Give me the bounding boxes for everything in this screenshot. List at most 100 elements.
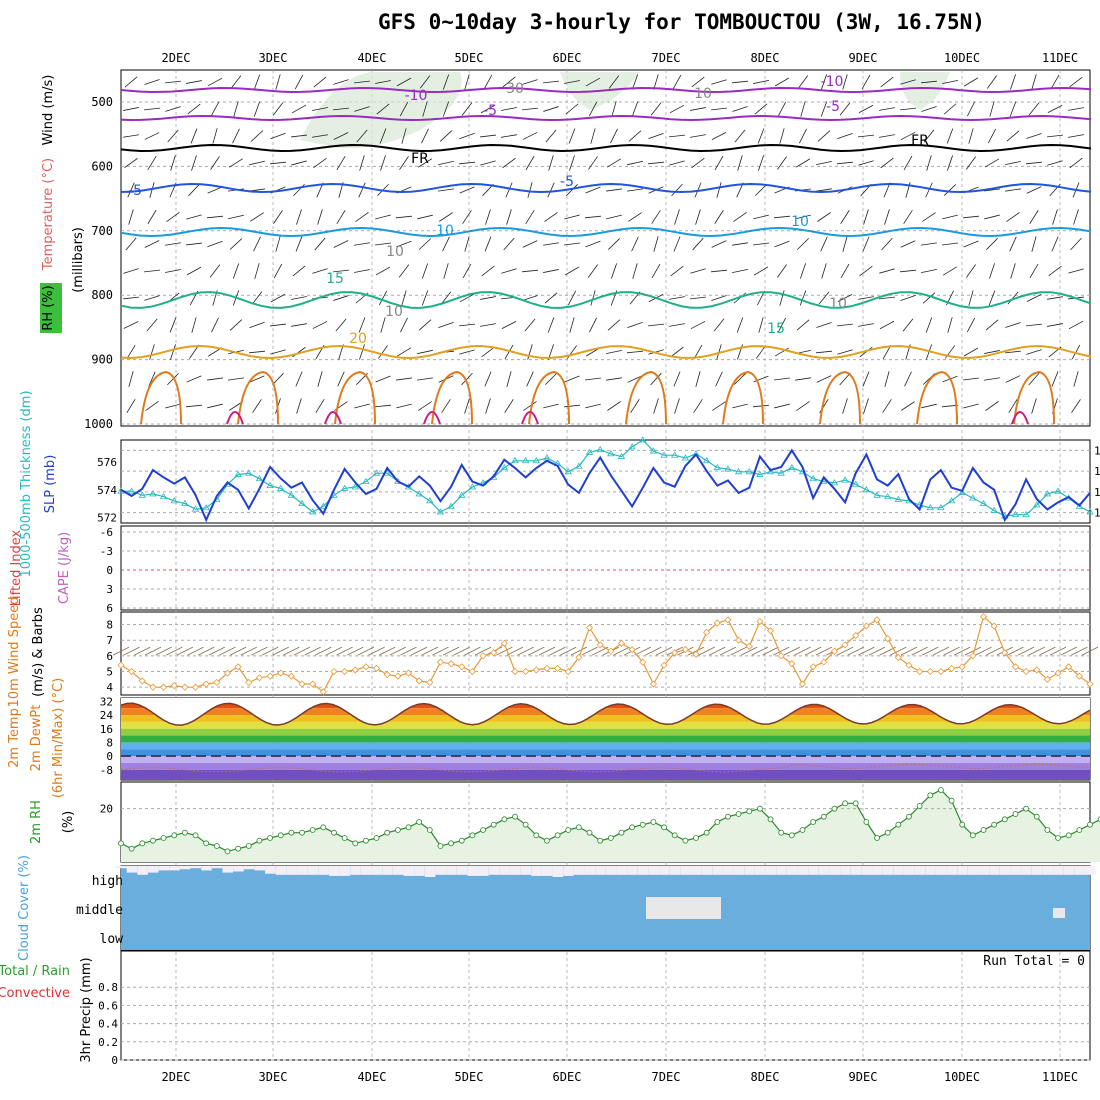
wind-barb: [253, 74, 261, 90]
rh-marker: [959, 821, 966, 828]
wind-barb: [291, 160, 307, 166]
cloud-high-gap: [371, 866, 383, 875]
thickness-marker: [266, 481, 274, 489]
wind-barb: [797, 238, 809, 250]
wind-speed-marker: [681, 646, 689, 654]
rh-marker: [341, 835, 348, 841]
wind-barb: [126, 398, 136, 414]
wind-barb: [569, 155, 575, 171]
contour-label: -5: [560, 174, 574, 190]
surface-wind-barb: [560, 646, 577, 656]
surface-wind-barb: [293, 646, 311, 656]
thickness-marker: [127, 487, 136, 494]
wind-barb: [522, 132, 538, 140]
surface-wind-barb: [410, 646, 428, 656]
thickness-marker: [1033, 501, 1041, 508]
wind-barb: [921, 268, 937, 274]
surface-wind-barb: [442, 646, 460, 656]
cloud-high-gap: [627, 866, 638, 875]
cloud-high-gap: [435, 866, 447, 875]
contour-label: 10: [791, 214, 809, 230]
thickness-marker: [607, 450, 615, 457]
wind-barb: [272, 372, 284, 386]
wind-barb: [880, 157, 894, 169]
thickness-tick: 574: [97, 484, 117, 497]
rh-area: [121, 790, 1100, 862]
wind-barb: [418, 158, 432, 168]
wind-barb: [695, 209, 701, 225]
wind-barb: [543, 242, 559, 246]
rh-marker: [682, 837, 689, 844]
wind-barb: [396, 377, 412, 381]
wind-speed-marker: [426, 678, 434, 687]
wind-barb: [1005, 161, 1021, 165]
wind-barb: [564, 404, 580, 408]
wind-barb: [628, 212, 642, 222]
wind-barb: [417, 377, 433, 381]
wind-barb: [1026, 133, 1042, 139]
wind-barb: [800, 101, 806, 117]
wind-barb: [228, 214, 244, 220]
contour-freezing: [120, 143, 1092, 153]
wind-barb: [965, 156, 977, 170]
cloud-level-label: middle: [76, 903, 123, 918]
rh-marker: [927, 792, 934, 799]
top-day-label: 5DEC: [455, 51, 484, 65]
wind-barb: [212, 128, 218, 144]
slp-axis-label: SLP (mb): [43, 455, 58, 514]
wind-barb: [585, 215, 601, 219]
wind-barb: [631, 74, 639, 90]
wind-barb: [421, 128, 429, 144]
rh-marker: [1001, 816, 1008, 823]
cloud-high-gap: [382, 866, 393, 875]
wind-barb: [753, 214, 769, 220]
wind-barb: [522, 269, 538, 273]
wind-barb: [252, 399, 262, 413]
rh-marker: [160, 835, 167, 841]
chart-title: GFS 0~10day 3-hourly for TOMBOUCTOU (3W,…: [378, 10, 985, 34]
wind-barb: [440, 291, 452, 305]
wind-barb: [459, 132, 475, 140]
wind-barb: [606, 158, 622, 168]
wind-barb: [817, 130, 831, 142]
surface-wind-barb: [368, 646, 385, 656]
cloud-high-gap: [818, 866, 830, 875]
cloud-high-gap: [318, 866, 329, 875]
wind-barb: [1047, 134, 1063, 138]
thickness-marker: [1022, 510, 1030, 518]
precip-convective-label: Convective: [0, 986, 70, 1001]
thickness-marker: [436, 508, 445, 515]
thickness-tick: 576: [97, 456, 117, 469]
wind-barb: [506, 371, 512, 387]
wind-barb: [690, 320, 706, 330]
rh-marker: [128, 845, 135, 852]
wind-barb: [753, 80, 769, 84]
cloud-high-gap: [116, 866, 127, 869]
rh-axis-label: RH (%): [41, 285, 56, 330]
wind-barb: [585, 186, 601, 194]
contour-label: 15: [767, 321, 785, 337]
wind-barb: [333, 132, 349, 140]
wind-barb: [989, 263, 995, 279]
cloud-axis-label: Cloud Cover (%): [17, 855, 32, 961]
wind-barb: [232, 128, 240, 144]
rh-marker: [554, 832, 561, 839]
wind-speed-marker: [575, 653, 583, 661]
wind-barb: [249, 160, 265, 166]
wind-barb: [628, 130, 642, 142]
wind-barb: [1073, 371, 1079, 387]
wind-barb: [902, 318, 914, 332]
wind-barb: [774, 77, 790, 87]
pressure-tick: 600: [91, 159, 113, 173]
wind-barb: [648, 161, 664, 165]
contour-plus30: [521, 411, 539, 425]
wind-barb: [732, 106, 748, 112]
cloud-high-gap: [520, 866, 532, 875]
rh-marker: [895, 821, 902, 828]
wind-barb: [296, 398, 302, 414]
wind-barb: [904, 371, 912, 387]
surface-wind-barb: [570, 646, 588, 656]
wind-speed-marker: [905, 661, 913, 669]
wind-barb: [607, 401, 621, 411]
rh-marker: [448, 840, 454, 847]
